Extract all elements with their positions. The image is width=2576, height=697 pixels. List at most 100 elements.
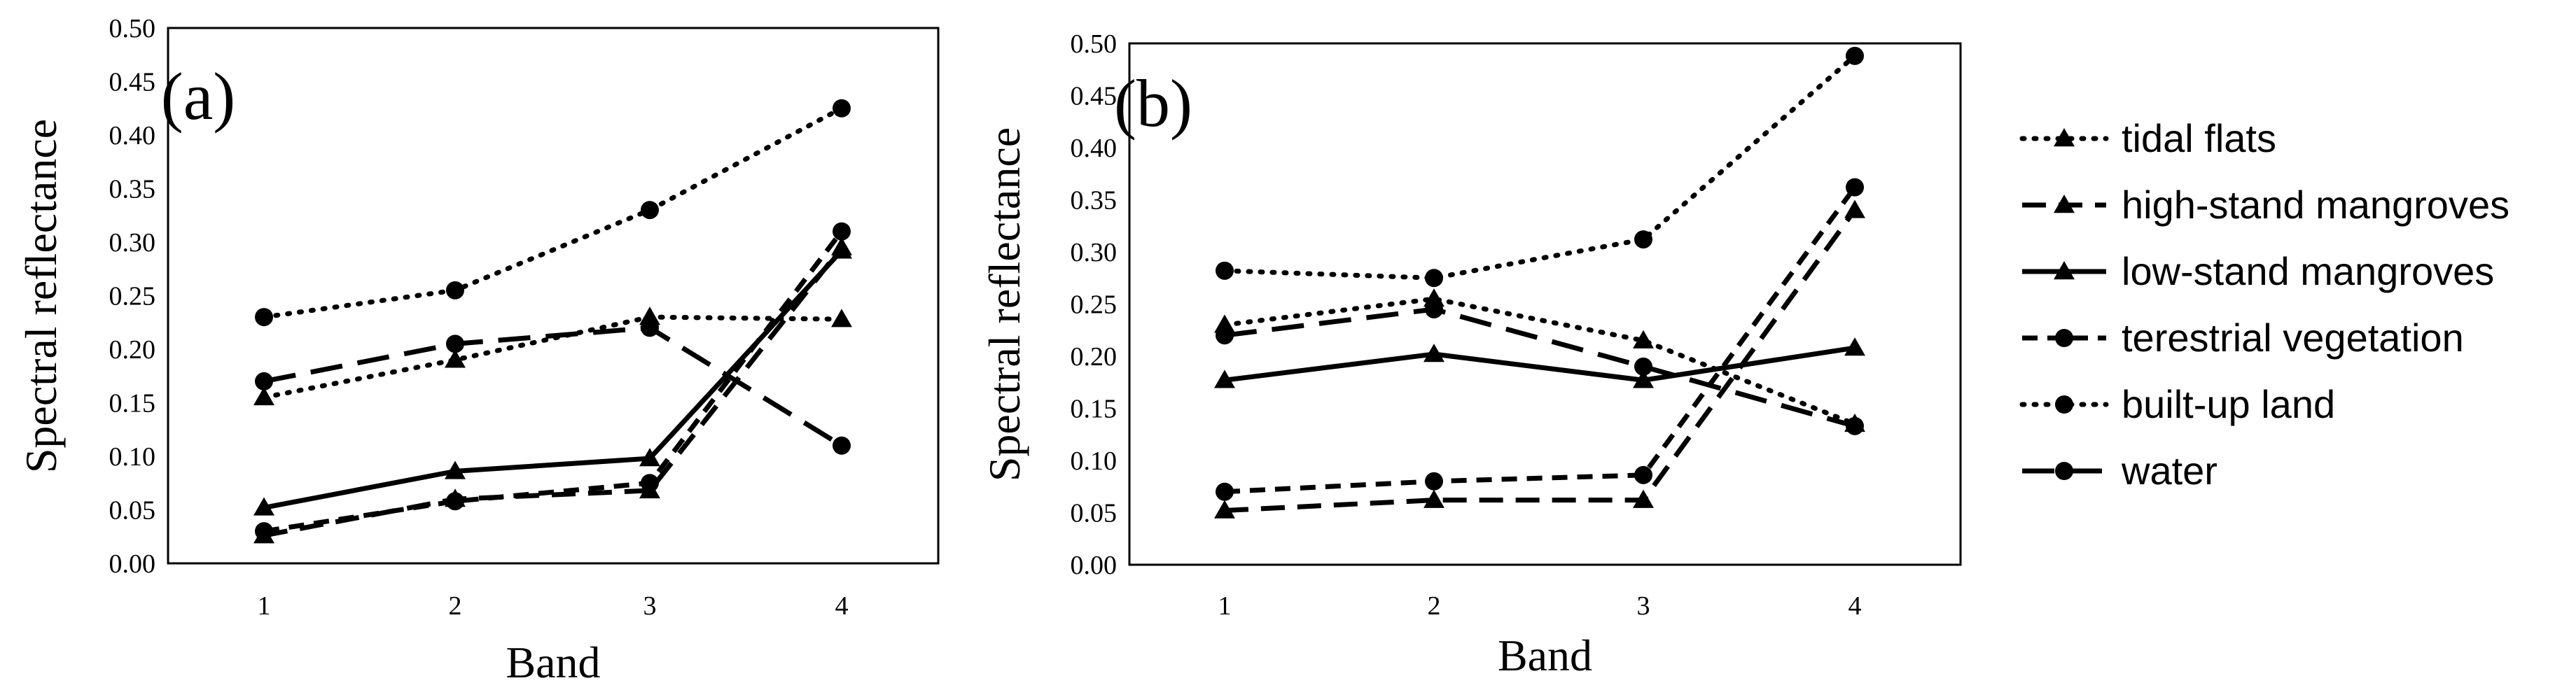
panel-b-y-tick-label: 0.25 [1071,290,1118,320]
panel-b-series-terestrial-vegetation [1216,178,1864,501]
legend-marker-terestrial-vegetation [2055,329,2073,347]
legend-marker-tidal-flats [2054,128,2075,147]
panel-a-low-stand-mangroves-point [831,240,852,259]
panel-b-low-stand-mangroves-point [1844,337,1865,356]
panel-a-y-tick-label: 0.30 [109,228,156,258]
panel-b-low-stand-mangroves-point [1214,369,1235,388]
panel-a-low-stand-mangroves-point [445,460,466,479]
panel-b-plot-frame [1128,42,1962,566]
legend-item-terestrial-vegetation: terestrial vegetation [2022,316,2464,360]
panel-a-series-tidal-flats [253,307,852,406]
panel-b-y-tick-label: 0.00 [1071,551,1118,580]
panel-b-tidal-flats-line [1222,296,1858,427]
panel-a-y-tick-label: 0.15 [109,389,156,418]
panel-a-built-up-land-point [833,99,851,118]
panel-a-y-tick-label: 0.35 [109,175,156,204]
legend-item-built-up-land: built-up land [2019,382,2335,426]
panel-b-series-built-up-land [1216,46,1864,288]
panel-b-tidal-flats-point [1633,330,1654,348]
panel-a-series-low-stand-mangroves [253,240,852,516]
panel-a-y-tick-label: 0.50 [109,14,156,43]
legend-item-water: water [2022,449,2218,493]
panel-a-water-point [255,372,273,390]
panel-b-water-point [1425,300,1443,318]
panel-b-built-up-land-point [1846,46,1864,65]
panel-a-x-tick-label: 3 [643,591,657,621]
panel-a-label: (a) [161,59,236,134]
chart-legend: tidal flats high-stand mangroves low-stand… [2019,116,2509,493]
legend-label-built-up-land: built-up land [2122,382,2335,426]
panel-a-y-tick-label: 0.00 [109,549,156,579]
panel-b-series-high-stand-mangroves [1214,199,1865,519]
panel-a-terestrial-vegetation-point [446,492,464,511]
panel-b-water-point [1846,416,1864,435]
panel-b-terestrial-vegetation-point [1216,482,1234,501]
panel-b-high-stand-mangroves-point [1844,199,1865,218]
panel-a-terestrial-vegetation-point [641,474,659,493]
panel-b-y-axis-label: Spectral reflectance [980,127,1029,481]
panel-a-x-tick-label: 1 [258,591,271,621]
panel-a-built-up-land-point [446,281,464,300]
panel-a-low-stand-mangroves-point [639,448,660,467]
legend-label-tidal-flats: tidal flats [2122,116,2276,160]
panel-b-y-tick-label: 0.40 [1071,134,1118,163]
panel-b-low-stand-mangroves-point [1423,344,1444,362]
legend-label-terestrial-vegetation: terestrial vegetation [2122,316,2464,360]
panel-a-series-terestrial-vegetation [255,222,851,541]
panel-b-y-tick-label: 0.50 [1071,29,1118,59]
panel-a-series-built-up-land [255,99,851,327]
panel-b-low-stand-mangroves-line [1224,345,1856,383]
panel-a-x-tick-label: 4 [835,591,849,621]
panel-a-low-stand-mangroves-point [253,497,274,516]
panel-a-y-tick-label: 0.05 [109,496,156,526]
panel-b-built-up-land-point [1425,269,1443,288]
panel-a-series-water [255,318,851,455]
panel-a-built-up-land-line [261,106,844,320]
panel-a-high-stand-mangroves-line [263,246,844,538]
panel-a-water-line [263,325,843,448]
panel-b-x-tick-label: 4 [1849,591,1862,621]
panel-a-tidal-flats-line [261,314,844,400]
panel-b-label: (b) [1114,66,1192,141]
panel-a-y-tick-label: 0.45 [109,68,156,97]
panel-a-y-axis-label: Spectral reflectance [16,119,66,473]
panel-b-water-point [1216,326,1234,345]
legend-label-high-stand-mangroves: high-stand mangroves [2122,183,2509,227]
panel-b-terestrial-vegetation-line [1224,185,1857,495]
panel-b-terestrial-vegetation-point [1846,178,1864,197]
panel-b-y-tick-label: 0.15 [1071,395,1118,424]
panel-a-x-axis-label: Band [506,638,600,687]
panel-b-terestrial-vegetation-point [1425,472,1443,491]
panel-a-terestrial-vegetation-point [255,522,273,541]
panel-a-series-high-stand-mangroves [253,237,852,544]
legend-marker-low-stand-mangroves [2054,261,2075,280]
panel-a-y-tick-label: 0.20 [109,335,156,365]
panel-b-high-stand-mangroves-point [1214,500,1235,519]
panel-a-x-tick-label: 2 [449,591,462,621]
panel-b-built-up-land-line [1222,53,1858,281]
panel-b-built-up-land-point [1216,261,1234,280]
panel-b-high-stand-mangroves-point [1423,489,1444,508]
panel-a-y-tick-label: 0.10 [109,442,156,472]
panel-b-y-tick-label: 0.45 [1071,82,1118,111]
panel-b-high-stand-mangroves-line [1224,209,1857,514]
legend-marker-high-stand-mangroves [2054,195,2075,213]
panel-a-built-up-land-point [255,308,273,327]
panel-a-terestrial-vegetation-point [833,222,851,241]
panel-b-series-low-stand-mangroves [1214,337,1865,388]
panel-b-low-stand-mangroves-point [1633,369,1654,388]
panel-b-water-line [1224,307,1856,429]
panel-b-y-tick-label: 0.10 [1071,446,1118,476]
panel-a-terestrial-vegetation-line [263,230,844,534]
panel-b-terestrial-vegetation-point [1634,465,1652,484]
panel-b-y-tick-label: 0.05 [1071,499,1118,528]
panel-a-built-up-land-point [641,201,659,220]
panel-b-x-tick-label: 1 [1218,591,1232,621]
panel-a-low-stand-mangroves-line [263,248,844,510]
legend-marker-water [2055,462,2073,480]
panel-b-high-stand-mangroves-point [1633,489,1654,508]
legend-label-water: water [2121,449,2218,493]
panel-b-water-point [1634,357,1652,376]
panel-a-y-tick-label: 0.25 [109,282,156,311]
